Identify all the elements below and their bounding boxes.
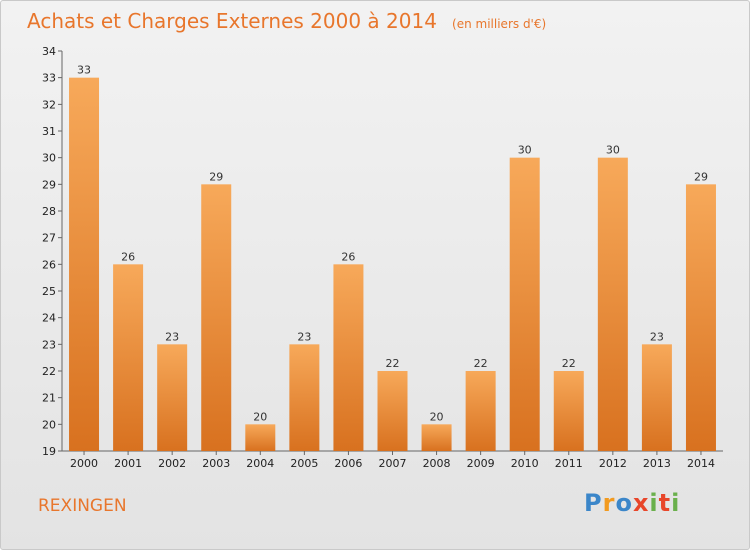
chart-subtitle: (en milliers d'€) bbox=[452, 17, 547, 31]
bar bbox=[245, 424, 276, 451]
brand-letter: x bbox=[632, 489, 650, 517]
commune-name: REXINGEN bbox=[38, 496, 127, 516]
x-tick-label: 2011 bbox=[555, 457, 583, 470]
bar bbox=[597, 157, 628, 451]
chart-title: Achats et Charges Externes 2000 à 2014 bbox=[27, 9, 437, 33]
data-label: 30 bbox=[518, 144, 532, 157]
brand-letter: i bbox=[649, 489, 659, 517]
x-tick-label: 2003 bbox=[202, 457, 230, 470]
bar bbox=[509, 157, 540, 451]
y-tick-label: 19 bbox=[42, 445, 56, 458]
brand-logo: Proxiti bbox=[584, 489, 680, 517]
y-tick-label: 25 bbox=[42, 285, 56, 298]
x-tick-label: 2008 bbox=[423, 457, 451, 470]
brand-letter: i bbox=[671, 489, 681, 517]
y-tick-label: 33 bbox=[42, 72, 56, 85]
data-label: 30 bbox=[606, 144, 620, 157]
data-label: 22 bbox=[386, 357, 400, 370]
data-label: 33 bbox=[77, 64, 91, 77]
data-label: 22 bbox=[562, 357, 576, 370]
data-label: 22 bbox=[474, 357, 488, 370]
y-tick-label: 23 bbox=[42, 338, 56, 351]
bar bbox=[377, 371, 408, 451]
data-label: 23 bbox=[165, 330, 179, 343]
bar bbox=[157, 344, 188, 451]
bar bbox=[641, 344, 672, 451]
y-tick-label: 27 bbox=[42, 232, 56, 245]
data-label: 20 bbox=[253, 410, 267, 423]
y-tick-label: 32 bbox=[42, 98, 56, 111]
bar bbox=[333, 264, 364, 451]
x-tick-label: 2009 bbox=[467, 457, 495, 470]
y-tick-label: 34 bbox=[42, 45, 56, 58]
bar bbox=[113, 264, 144, 451]
y-tick-label: 22 bbox=[42, 365, 56, 378]
x-tick-label: 2004 bbox=[246, 457, 274, 470]
y-tick-label: 26 bbox=[42, 258, 56, 271]
axes: 19 20 21 22 23 24 25 26 27 28 29 30 31 32 33 34 bbox=[42, 45, 723, 458]
data-label: 20 bbox=[430, 410, 444, 423]
data-label: 23 bbox=[650, 330, 664, 343]
data-label: 23 bbox=[297, 330, 311, 343]
bar bbox=[69, 77, 100, 452]
y-tick-label: 28 bbox=[42, 205, 56, 218]
title-row: Achats et Charges Externes 2000 à 2014 (… bbox=[27, 9, 546, 33]
data-label: 26 bbox=[121, 250, 135, 263]
brand-letter: t bbox=[658, 489, 672, 517]
bar bbox=[421, 424, 452, 451]
y-tick-label: 21 bbox=[42, 392, 56, 405]
y-tick-label: 24 bbox=[42, 312, 56, 325]
brand-letter: o bbox=[615, 489, 633, 517]
y-tick-label: 29 bbox=[42, 178, 56, 191]
y-tick-label: 31 bbox=[42, 125, 56, 138]
x-tick-label: 2013 bbox=[643, 457, 671, 470]
x-tick-label: 2010 bbox=[511, 457, 539, 470]
x-tick-label: 2014 bbox=[687, 457, 715, 470]
bar bbox=[201, 184, 232, 452]
bar bbox=[685, 184, 716, 452]
data-label: 29 bbox=[209, 170, 223, 183]
x-tick-label: 2007 bbox=[379, 457, 407, 470]
bar bbox=[553, 371, 584, 451]
labels: 2000 33 2001 26 2002 23 2003 29 2004 20 2005 23 2006… bbox=[70, 64, 715, 470]
x-tick-label: 2002 bbox=[158, 457, 186, 470]
y-tick-label: 30 bbox=[42, 152, 56, 165]
x-tick-label: 2006 bbox=[334, 457, 362, 470]
data-label: 26 bbox=[341, 250, 355, 263]
y-tick-label: 20 bbox=[42, 418, 56, 431]
data-label: 29 bbox=[694, 170, 708, 183]
bars bbox=[69, 77, 716, 452]
x-tick-label: 2000 bbox=[70, 457, 98, 470]
brand-letter: P bbox=[584, 489, 603, 517]
x-tick-label: 2012 bbox=[599, 457, 627, 470]
bar bbox=[465, 371, 496, 451]
brand-letter: r bbox=[602, 489, 616, 517]
x-tick-label: 2001 bbox=[114, 457, 142, 470]
x-tick-label: 2005 bbox=[290, 457, 318, 470]
bar bbox=[289, 344, 320, 451]
